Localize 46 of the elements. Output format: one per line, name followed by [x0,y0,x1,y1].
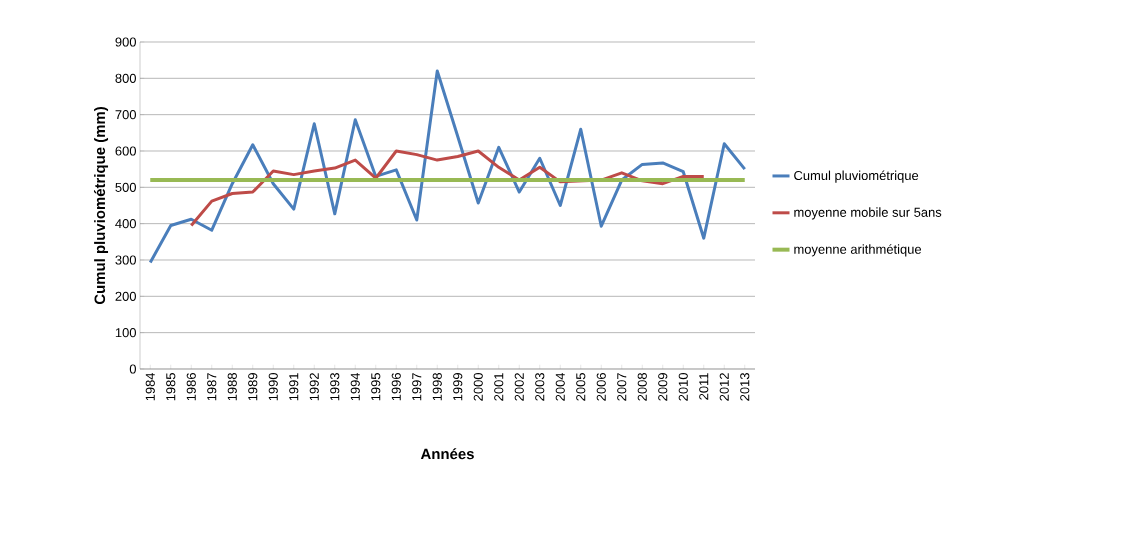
y-tick-label: 0 [129,364,136,374]
x-tick-label: 1997 [412,373,422,401]
y-tick-label: 100 [115,328,136,338]
legend-label: moyenne mobile sur 5ans [794,207,942,220]
x-tick-label: 2001 [494,373,504,401]
x-tick-label: 1990 [268,373,278,401]
x-tick-label: 1993 [330,373,340,401]
legend-label: moyenne arithmétique [794,244,922,257]
y-tick-label: 900 [115,37,136,47]
x-axis-title: Années [420,448,474,460]
x-tick-label: 2005 [576,373,586,401]
x-tick-label: 2006 [596,373,606,401]
x-tick-label: 2009 [658,373,668,401]
x-tick-label: 2002 [514,373,524,401]
x-tick-label: 2013 [740,373,750,401]
x-tick-label: 1998 [432,373,442,401]
x-tick-label: 2000 [473,373,483,401]
x-tick-label: 1999 [453,373,463,401]
y-tick-label: 700 [115,110,136,120]
x-tick-label: 1994 [350,372,360,401]
x-tick-label: 1992 [309,373,319,401]
y-tick-label: 500 [115,182,136,192]
y-tick-label: 400 [115,219,136,229]
x-tick-label: 2008 [637,373,647,401]
x-tick-label: 2011 [699,373,709,400]
x-tick-label: 1991 [289,373,299,401]
x-tick-label: 2010 [678,373,688,401]
x-tick-label: 2012 [719,373,729,401]
y-tick-label: 800 [115,73,136,83]
y-axis-title: Cumul pluviométrique (mm) [93,107,109,305]
x-tick-label: 1995 [371,373,381,401]
x-tick-label: 1988 [227,373,237,401]
x-tick-label: 2003 [535,373,545,401]
x-tick-label: 2007 [617,373,627,401]
x-tick-label: 2004 [555,372,565,401]
x-tick-label: 1989 [248,373,258,401]
x-tick-label: 1996 [391,373,401,401]
x-tick-label: 1987 [207,373,217,401]
legend-label: Cumul pluviométrique [794,170,919,183]
y-tick-label: 300 [115,255,136,265]
x-tick-label: 1984 [145,372,155,401]
x-tick-label: 1985 [166,373,176,401]
x-tick-label: 1986 [186,373,196,401]
y-tick-label: 200 [115,291,136,301]
y-tick-label: 600 [115,146,136,156]
line-series [148,69,747,265]
